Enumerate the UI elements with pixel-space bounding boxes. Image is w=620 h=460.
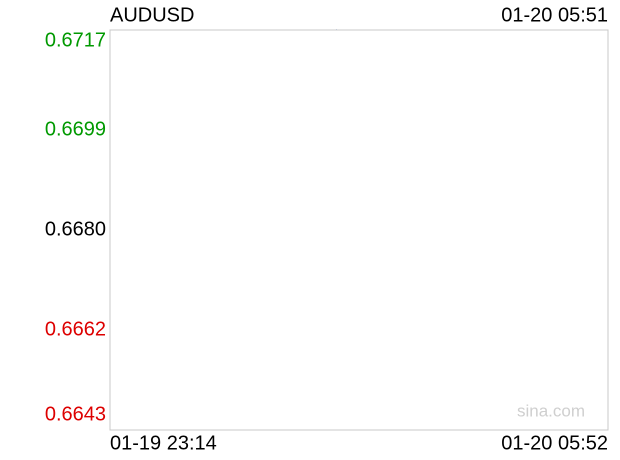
y-tick-label: 0.6662 bbox=[45, 318, 106, 340]
chart-title: AUDUSD bbox=[110, 4, 194, 26]
y-tick-label: 0.6717 bbox=[45, 29, 106, 51]
timestamp: 01-20 05:51 bbox=[501, 4, 608, 26]
plot-frame bbox=[109, 29, 609, 431]
x-end-label: 01-20 05:52 bbox=[501, 432, 608, 454]
y-tick-label: 0.6699 bbox=[45, 118, 106, 140]
y-tick-label: 0.6680 bbox=[45, 218, 106, 240]
y-tick-label: 0.6643 bbox=[45, 403, 106, 425]
x-start-label: 01-19 23:14 bbox=[110, 432, 217, 454]
watermark: sina.com bbox=[517, 401, 585, 420]
